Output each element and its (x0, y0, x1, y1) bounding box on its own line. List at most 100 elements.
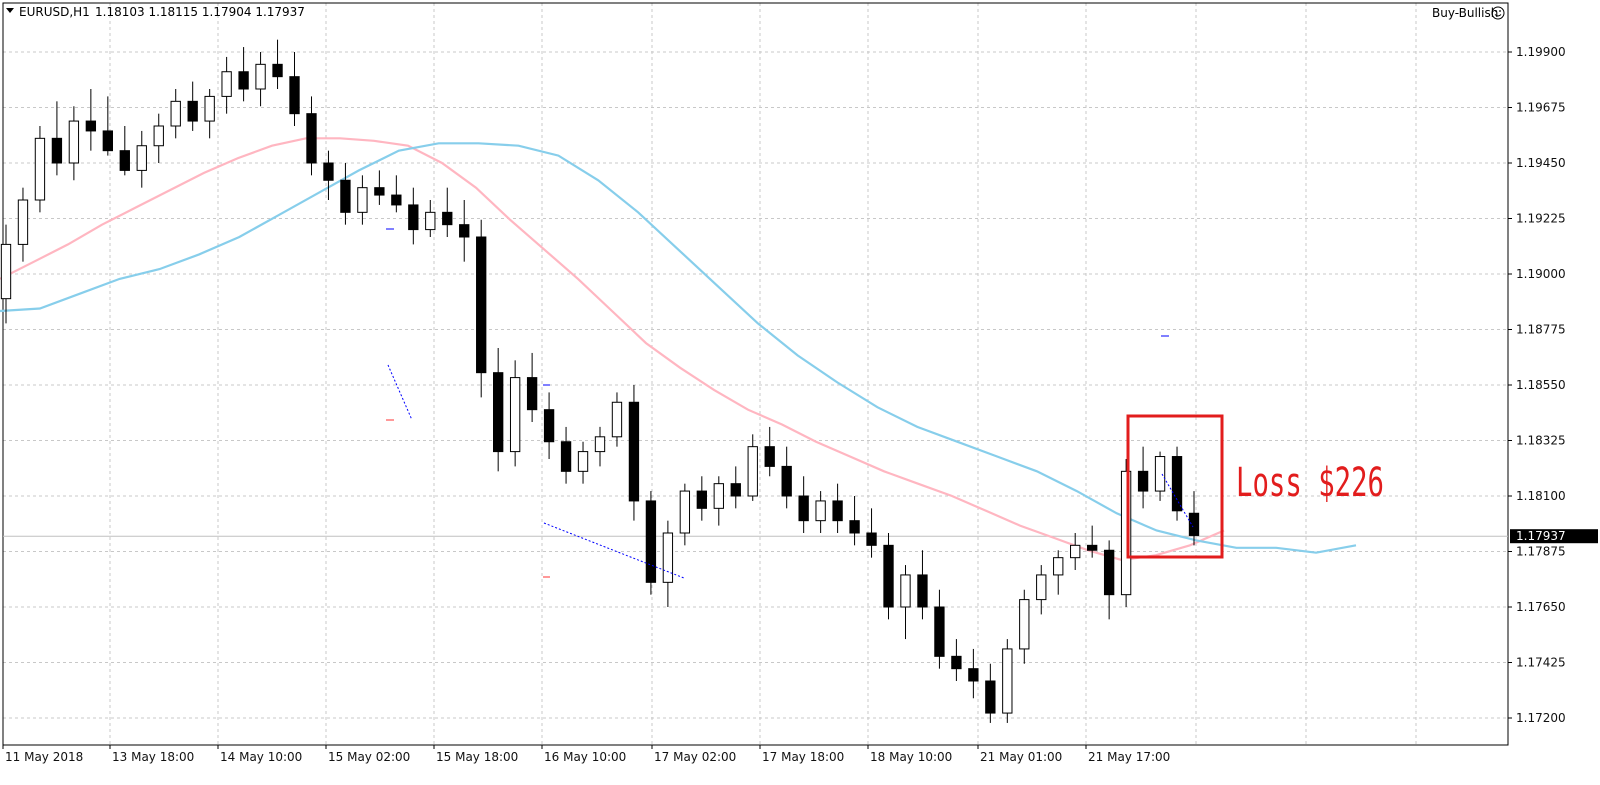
candle (696, 476, 707, 521)
candle (934, 589, 945, 669)
candle (51, 101, 63, 176)
candle (747, 434, 758, 501)
candle-body-bull (1019, 599, 1030, 650)
y-tick-label: 1.19900 (1516, 45, 1566, 59)
candle-body-bear (781, 465, 792, 497)
candlesticks (0, 39, 1200, 723)
loss-annotation: Loss $226 (1236, 460, 1384, 506)
candle (985, 663, 996, 723)
candle-body-bear (340, 179, 351, 213)
candle (1070, 533, 1081, 570)
x-tick-label: 17 May 02:00 (654, 750, 736, 764)
y-tick-label: 1.18550 (1516, 378, 1566, 392)
ma-line-1 (0, 137, 1225, 562)
y-tick-label: 1.17425 (1516, 656, 1566, 670)
candle-body-bull (662, 532, 674, 583)
candle-body-bull (17, 199, 29, 245)
candle-body-bear (272, 63, 283, 78)
candle-body-bull (1002, 648, 1013, 714)
candle-body-bull (1036, 574, 1047, 601)
candle (866, 508, 877, 558)
candle-body-bear (934, 606, 945, 657)
candle-body-bull (255, 63, 266, 90)
candle-body-bear (951, 655, 962, 670)
candle (272, 39, 283, 89)
candle (391, 175, 402, 213)
candle (764, 426, 775, 477)
dropdown-triangle-icon[interactable] (6, 8, 14, 13)
x-tick-label: 14 May 10:00 (220, 750, 302, 764)
candle-body-bull (815, 500, 826, 522)
candle (323, 150, 334, 200)
x-tick-label: 21 May 17:00 (1088, 750, 1170, 764)
candle-body-bear (119, 150, 130, 171)
candle-body-bear (832, 500, 843, 522)
current-price-tag: 1.17937 (1510, 529, 1598, 544)
candle (1154, 451, 1166, 501)
candle-body-bull (204, 95, 215, 122)
y-tick-label: 1.19000 (1516, 267, 1566, 281)
candle-body-bear (442, 211, 453, 226)
ohlc-values: 1.18103 1.18115 1.17904 1.17937 (95, 5, 305, 19)
candle-body-bear (866, 532, 877, 546)
candle (713, 476, 724, 526)
candle-body-bull (900, 574, 911, 608)
candle (1137, 446, 1149, 509)
y-tick-label: 1.17875 (1516, 545, 1566, 559)
candle (730, 466, 741, 509)
candle (900, 565, 911, 640)
candle-body-bear (883, 544, 894, 608)
x-tick-label: 13 May 18:00 (112, 750, 194, 764)
candle (883, 533, 894, 620)
candle (459, 200, 470, 262)
candle (1036, 565, 1047, 615)
candle-body-bear (187, 100, 198, 122)
current-price-label: 1.17937 (1516, 529, 1566, 543)
candle (170, 89, 181, 139)
y-tick-label: 1.19225 (1516, 212, 1566, 226)
candle (1019, 589, 1030, 664)
candle-body-bear (459, 224, 470, 238)
candle-body-bear (306, 113, 317, 164)
chart-header: EURUSD,H1 1.18103 1.18115 1.17904 1.1793… (6, 5, 1505, 20)
candle-body-bear (85, 120, 97, 132)
candle-body-bull (747, 446, 758, 497)
candle-body-bull (713, 483, 724, 509)
candle (102, 96, 113, 156)
candle-body-bull (68, 120, 80, 164)
candle (577, 441, 589, 484)
candle (68, 106, 80, 181)
candle (340, 163, 351, 225)
symbol-timeframe: EURUSD,H1 (19, 5, 90, 19)
candle (306, 96, 317, 176)
candle-body-bull (136, 145, 147, 171)
candle-body-bull (679, 490, 691, 534)
candle-body-bear (1137, 470, 1149, 492)
candle (611, 392, 623, 447)
y-tick-label: 1.19675 (1516, 101, 1566, 115)
candle (832, 483, 843, 533)
candle (153, 113, 164, 163)
candle (136, 130, 147, 188)
candle (255, 52, 266, 107)
candle-body-bull (1070, 544, 1081, 559)
candle-body-bear (764, 446, 775, 467)
y-axis: 1.19900 1.19675 1.19450 1.19225 1.19000 1.187… (1508, 45, 1566, 725)
candle-body-bear (102, 130, 113, 152)
candle-body-bear (238, 71, 249, 90)
candle-body-bull (153, 125, 164, 147)
candle (849, 496, 860, 546)
trade-markers (386, 228, 1194, 579)
candle-body-bear (391, 194, 402, 206)
candle (238, 47, 249, 102)
expert-label: Buy-Bullish (1432, 6, 1498, 20)
candle (781, 446, 792, 509)
y-tick-label: 1.17200 (1516, 711, 1566, 725)
x-tick-label: 18 May 10:00 (870, 750, 952, 764)
candle (289, 52, 300, 126)
candle (798, 476, 809, 533)
candle (645, 491, 657, 595)
candle (560, 426, 572, 484)
